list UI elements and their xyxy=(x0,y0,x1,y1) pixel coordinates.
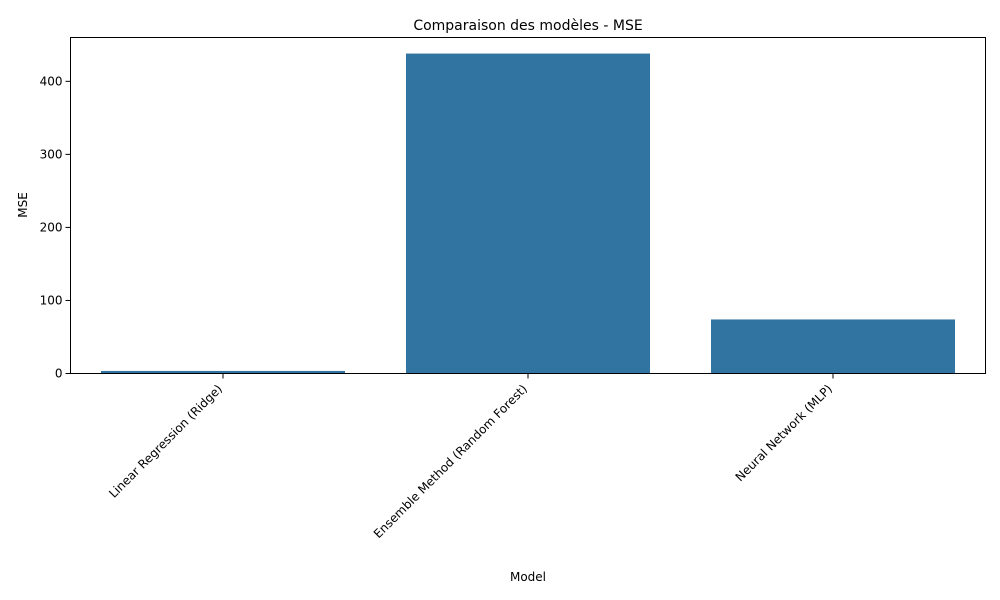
x-axis: Linear Regression (Ridge) Ensemble Method… xyxy=(106,373,836,541)
y-tick-label-1: 0 xyxy=(55,367,63,381)
y-tick-label-5: 400 xyxy=(40,74,63,88)
x-tick-label-3: Neural Network (MLP) xyxy=(733,382,836,485)
bar-1 xyxy=(101,370,345,374)
x-axis-label: Model xyxy=(510,570,546,584)
y-tick-label-3: 200 xyxy=(40,220,63,234)
x-tick-label-2: Ensemble Method (Random Forest) xyxy=(371,382,530,541)
y-tick-label-2: 100 xyxy=(40,293,63,307)
y-axis-label: MSE xyxy=(16,192,30,218)
x-tick-label-1: Linear Regression (Ridge) xyxy=(106,382,225,501)
y-tick-label-4: 300 xyxy=(40,147,63,161)
chart-title: Comparaison des modèles - MSE xyxy=(413,18,642,34)
bars xyxy=(101,53,955,374)
plot-frame xyxy=(70,37,986,374)
y-axis: 0 100 200 300 400 xyxy=(40,74,71,381)
bar-3 xyxy=(711,319,955,374)
bar-2 xyxy=(406,53,650,374)
